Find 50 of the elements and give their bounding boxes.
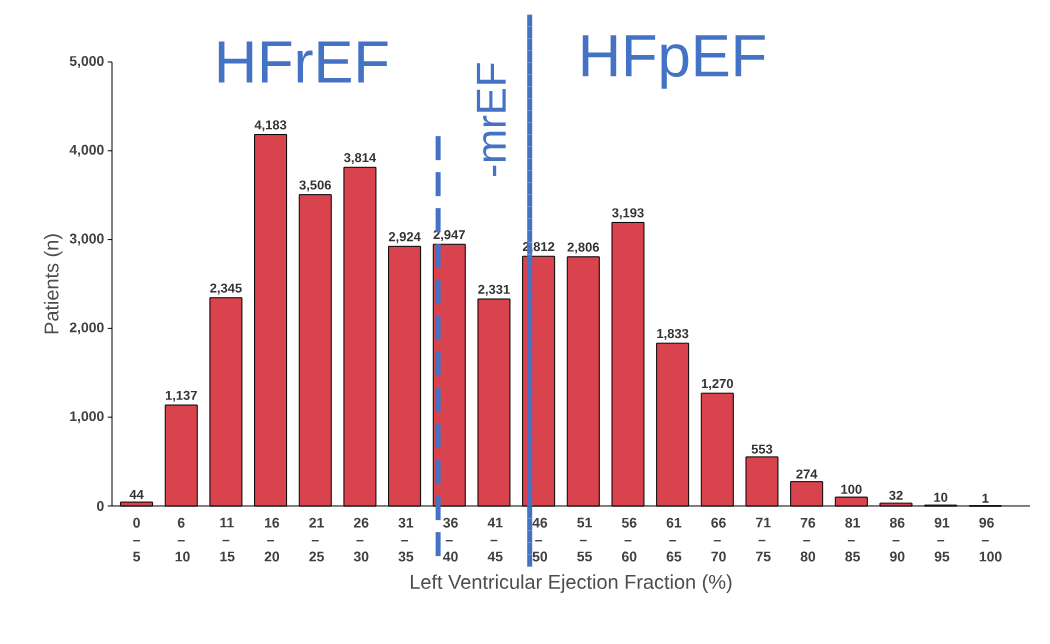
x-tick-label: 51 – 55 — [577, 517, 592, 562]
x-tick-label: 61 – 65 — [666, 517, 682, 562]
x-tick-label: 56 – 60 — [621, 517, 637, 562]
data-label: 44 — [129, 489, 144, 499]
x-tick-label: 16 – 20 — [264, 517, 280, 562]
data-label: 3,193 — [612, 208, 644, 220]
x-tick-label: 71 – 75 — [756, 517, 771, 562]
data-label: 2,924 — [388, 232, 421, 244]
x-tick-label: 31 – 35 — [398, 517, 414, 562]
data-label: 10 — [934, 492, 948, 502]
annotation: HFrEF — [218, 41, 388, 83]
x-tick-label: 96 – 100 — [979, 517, 1002, 562]
data-label: 553 — [751, 444, 773, 454]
x-tick-label: 21 – 25 — [309, 517, 324, 562]
x-tick-label: 26 – 30 — [353, 517, 369, 562]
y-tick-label: 5,000 — [69, 56, 104, 68]
data-label: 1,270 — [701, 378, 733, 390]
x-tick-label: 76 – 80 — [800, 517, 816, 562]
data-label: 32 — [889, 490, 903, 500]
x-tick-label: 6 – 10 — [175, 517, 190, 562]
y-tick-label: 2,000 — [69, 322, 104, 335]
data-label: 2,345 — [210, 283, 242, 295]
y-tick-label: 1,000 — [70, 411, 104, 424]
data-label: 100 — [841, 484, 862, 494]
annotation: HFpEF — [582, 35, 765, 89]
y-tick-label: 3,000 — [69, 233, 104, 246]
x-tick-label: 46 – 50 — [532, 517, 548, 562]
y-tick-label: 0 — [97, 501, 104, 511]
data-label: 2,947 — [433, 230, 465, 242]
data-label: 1 — [982, 493, 989, 503]
x-tick-label: 81 – 85 — [845, 517, 860, 562]
x-tick-label: 41 – 45 — [487, 517, 503, 562]
data-label: 274 — [796, 469, 818, 479]
data-label: 2,806 — [567, 242, 600, 254]
data-label: 1,137 — [165, 390, 197, 402]
annotation: -mrEF — [476, 63, 506, 176]
x-tick-label: 66 – 70 — [711, 517, 726, 562]
data-label: 1,833 — [657, 328, 689, 341]
y-tick-label: 4,000 — [69, 144, 104, 157]
y-axis-title: Patients (n) — [43, 234, 63, 334]
x-tick-label: 86 – 90 — [889, 517, 905, 562]
x-tick-label: 36 – 40 — [443, 517, 458, 562]
data-label: 3,814 — [344, 153, 377, 165]
x-tick-label: 0 – 5 — [133, 517, 141, 562]
x-tick-label: 91 – 95 — [934, 517, 950, 562]
data-label: 3,506 — [299, 180, 331, 192]
data-label: 4,183 — [254, 120, 287, 132]
x-tick-label: 11 – 15 — [220, 517, 235, 562]
x-axis-title: Left Ventricular Ejection Fraction (%) — [410, 574, 732, 593]
data-label: 2,331 — [478, 284, 510, 296]
